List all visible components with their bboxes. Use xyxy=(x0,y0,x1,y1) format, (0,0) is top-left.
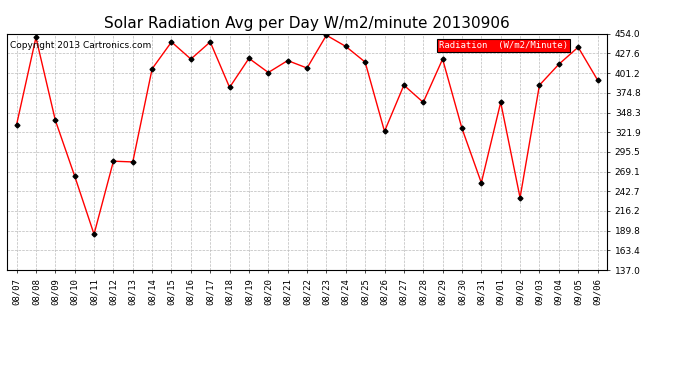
Text: Copyright 2013 Cartronics.com: Copyright 2013 Cartronics.com xyxy=(10,41,151,50)
Text: Radiation  (W/m2/Minute): Radiation (W/m2/Minute) xyxy=(439,41,568,50)
Title: Solar Radiation Avg per Day W/m2/minute 20130906: Solar Radiation Avg per Day W/m2/minute … xyxy=(104,16,510,31)
